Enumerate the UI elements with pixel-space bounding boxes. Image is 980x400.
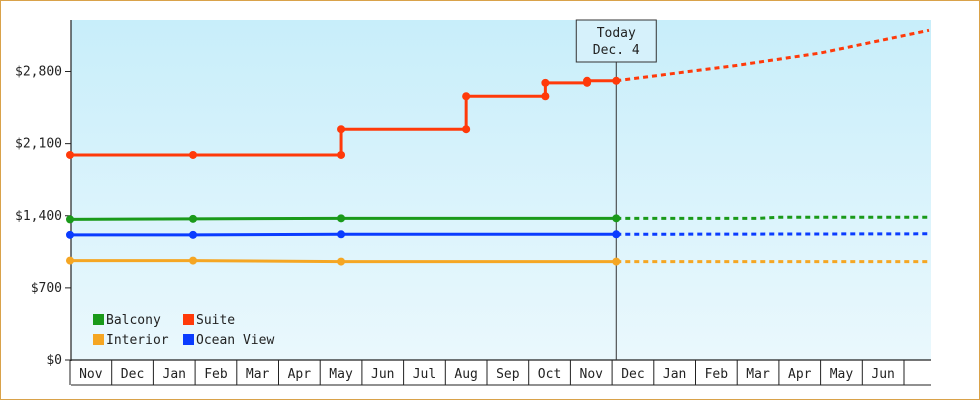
x-tick-label: Mar [246, 367, 270, 382]
x-tick-label: Feb [204, 367, 228, 382]
x-tick-label: Dec [121, 367, 144, 382]
forecast-line-suite [616, 28, 930, 83]
data-point-balcony [189, 214, 198, 223]
legend-label-balcony: Balcony [106, 313, 161, 328]
x-tick-label: Dec [621, 367, 644, 382]
x-tick-label: Jun [871, 367, 894, 382]
x-tick-label: Jul [413, 367, 436, 382]
series-line-interior [70, 259, 617, 264]
data-point-interior [612, 257, 621, 266]
x-tick-label: Aug [454, 367, 477, 382]
data-point-balcony [337, 214, 346, 223]
legend-swatch-balcony [93, 314, 104, 325]
x-tick-label: Nov [79, 367, 103, 382]
legend-label-ocean-view: Ocean View [196, 333, 274, 348]
series-line-balcony [69, 216, 617, 221]
y-tick-label: $2,800 [15, 65, 62, 80]
data-point-balcony [612, 214, 621, 223]
legend-swatch-suite [183, 314, 194, 325]
data-point-suite [337, 150, 346, 159]
x-tick-label: Jan [163, 367, 186, 382]
x-tick-label: Mar [746, 367, 770, 382]
data-point-ocean-view [189, 230, 198, 239]
series-line-ocean-view [70, 232, 617, 237]
x-tick-label: Apr [788, 367, 812, 382]
series-group [66, 28, 930, 266]
y-tick-label: $700 [31, 281, 62, 296]
data-point-ocean-view [66, 230, 74, 239]
data-point-suite [337, 125, 346, 134]
legend-swatch-interior [93, 334, 104, 345]
today-label: Today [597, 26, 636, 41]
forecast-line-ocean-view [616, 232, 930, 236]
legend-label-interior: Interior [106, 333, 169, 348]
data-point-interior [189, 256, 198, 265]
x-tick-label: Oct [538, 367, 561, 382]
x-tick-label: Jun [371, 367, 394, 382]
forecast-line-balcony [616, 215, 930, 220]
legend-label-suite: Suite [196, 313, 235, 328]
y-tick-label: $2,100 [15, 137, 62, 152]
x-tick-label: Sep [496, 367, 520, 382]
x-tick-label: May [329, 367, 353, 382]
data-point-suite [583, 76, 592, 85]
y-tick-label: $1,400 [15, 209, 62, 224]
data-point-suite [541, 92, 550, 101]
data-point-balcony [66, 215, 74, 224]
data-point-ocean-view [337, 230, 346, 239]
y-axis: $0 $700 $1,400 $2,100 $2,800 [15, 20, 72, 368]
today-marker: Today Dec. 4 [575, 19, 657, 360]
today-box [575, 19, 657, 63]
x-tick-label: Feb [705, 367, 729, 382]
x-tick-label: Nov [580, 367, 604, 382]
data-point-suite [541, 78, 550, 87]
data-point-suite [612, 76, 621, 85]
plot-area [71, 20, 931, 360]
legend-swatch-ocean-view [183, 334, 194, 345]
x-tick-label: May [830, 367, 854, 382]
legend: Balcony Suite Interior Ocean View [93, 313, 274, 348]
x-tick-label: Jan [663, 367, 686, 382]
data-point-suite [462, 125, 471, 134]
data-point-suite [189, 150, 198, 159]
data-point-interior [337, 257, 346, 266]
data-point-ocean-view [612, 230, 621, 239]
data-point-interior [66, 256, 74, 265]
x-tick-label: Apr [288, 367, 312, 382]
x-axis: Nov Dec Jan Feb Mar Apr May Jun Jul Aug Sep Oct Nov D… [69, 359, 931, 386]
today-date: Dec. 4 [593, 43, 640, 58]
data-point-suite [462, 92, 471, 101]
y-tick-label: $0 [46, 353, 62, 368]
data-point-suite [66, 150, 74, 159]
